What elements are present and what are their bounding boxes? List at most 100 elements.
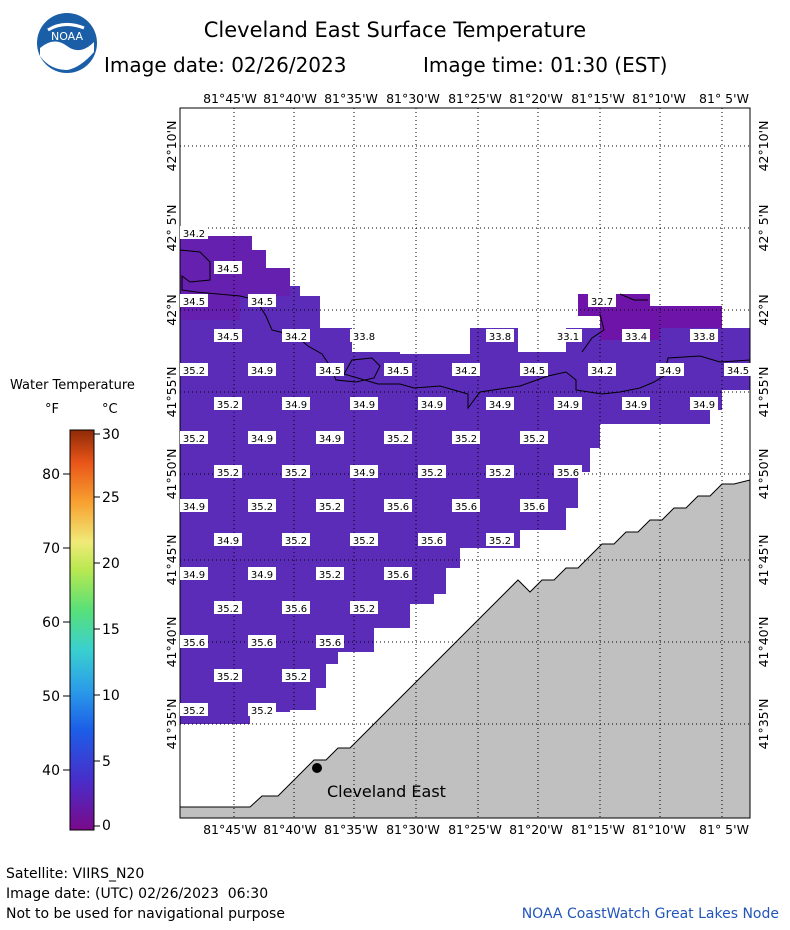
temperature-label: 35.2 [452,431,480,445]
temperature-value: 35.2 [353,536,375,547]
f-tick-label: 50 [42,689,60,705]
temperature-value: 35.2 [183,706,205,717]
temperature-label: 35.2 [248,703,276,717]
temperature-value: 34.5 [387,366,409,377]
temperature-label: 33.4 [622,329,650,343]
temperature-value: 35.2 [217,400,239,411]
temperature-value: 33.8 [693,332,715,343]
temperature-label: 34.9 [248,431,276,445]
temperature-value: 35.2 [523,434,545,445]
temperature-value: 35.2 [217,604,239,615]
temperature-value: 34.9 [251,570,273,581]
c-ticks [94,433,100,827]
lon-label: 81°45'W [203,91,257,106]
temperature-label: 33.8 [486,329,514,343]
temperature-value: 34.9 [183,502,205,513]
temperature-label: 35.2 [248,499,276,513]
temperature-label: 34.5 [248,294,276,308]
temperature-label: 35.2 [350,533,378,547]
temperature-value: 35.2 [421,468,443,479]
c-tick-label: 15 [102,622,120,638]
temperature-value: 34.9 [353,468,375,479]
temperature-value: 35.2 [183,366,205,377]
temperature-value: 35.6 [421,536,443,547]
temperature-value: 34.9 [693,400,715,411]
map-frame [179,107,751,819]
image-date: Image date: 02/26/2023 [104,53,347,77]
f-ticks [63,473,70,771]
temperature-value: 35.6 [557,468,579,479]
temperature-label: 35.2 [282,533,310,547]
temperature-value: 34.9 [217,536,239,547]
lon-labels-top: 81°45'W 81°40'W 81°35'W 81°30'W 81°25'W … [203,91,749,106]
temperature-label: 35.6 [554,465,582,479]
satellite-info: Satellite: VIIRS_N20 [6,866,145,882]
c-tick-label: 5 [102,754,111,770]
temperature-label: 35.2 [316,499,344,513]
lon-label: 81° 5'W [699,91,749,106]
temperature-label: 35.2 [180,363,208,377]
temperature-value: 35.2 [285,672,307,683]
temperature-value: 35.2 [489,536,511,547]
temperature-value: 35.6 [319,638,341,649]
lat-label: 41°50'N [164,449,179,500]
lon-label: 81° 5'W [699,822,749,837]
lon-label: 81°40'W [263,822,317,837]
lat-label: 41°50'N [756,449,771,500]
temperature-label: 34.9 [180,567,208,581]
temperature-value: 34.9 [557,400,579,411]
temperature-value: 35.2 [251,706,273,717]
temperature-value: 34.9 [285,400,307,411]
temperature-labels: 34.2 34.5 34.5 34.5 32.7 34.5 34.2 33.8 33.8 33.1… [180,226,752,717]
f-tick-label: 40 [42,763,60,779]
temperature-label: 34.9 [554,397,582,411]
temperature-value: 34.5 [217,332,239,343]
temperature-label: 35.6 [418,533,446,547]
lat-label: 42°N [756,294,771,326]
temperature-label: 34.9 [282,397,310,411]
temperature-value: 35.2 [319,502,341,513]
temperature-label: 35.6 [384,567,412,581]
lon-label: 81°25'W [448,91,502,106]
temperature-label: 35.6 [452,499,480,513]
legend-unit-f: °F [45,402,59,417]
temperature-label: 35.2 [214,397,242,411]
temperature-value: 35.2 [387,434,409,445]
lat-label: 41°40'N [756,617,771,668]
lat-labels-left: 42°10'N 42° 5'N 42°N 41°55'N 41°50'N 41°… [164,121,179,750]
temperature-value: 35.2 [319,570,341,581]
temperature-label: 34.9 [690,397,718,411]
temperature-label: 34.5 [180,294,208,308]
lon-label: 81°35'W [324,822,378,837]
lon-label: 81°20'W [509,91,563,106]
temperature-value: 34.5 [251,297,273,308]
temperature-value: 34.5 [727,366,749,377]
temperature-value: 35.2 [251,502,273,513]
f-tick-label: 70 [42,541,60,557]
temperature-label: 35.6 [180,635,208,649]
c-tick-labels: 30 25 20 15 10 5 0 [102,427,120,834]
f-tick-labels: 80 70 60 50 40 [42,467,60,779]
lat-label: 41°45'N [164,535,179,586]
temperature-label: 34.2 [588,363,616,377]
temperature-value: 35.6 [285,604,307,615]
temperature-label: 35.2 [384,431,412,445]
lat-label: 41°55'N [164,367,179,418]
lon-label: 81°20'W [509,822,563,837]
temperature-label: 35.2 [486,533,514,547]
lat-label: 41°40'N [164,617,179,668]
temperature-value: 34.5 [183,297,205,308]
lat-labels-right: 42°10'N 42° 5'N 42°N 41°55'N 41°50'N 41°… [756,121,771,750]
temperature-label: 34.5 [724,363,752,377]
image-time: Image time: 01:30 (EST) [423,53,668,77]
temperature-label: 35.6 [384,499,412,513]
lon-label: 81°45'W [203,822,257,837]
temperature-value: 34.9 [319,434,341,445]
temperature-value: 35.6 [387,502,409,513]
temperature-label: 32.7 [588,294,616,308]
legend-unit-c: °C [102,402,118,417]
temperature-label: 34.9 [248,363,276,377]
temperature-label: 35.6 [248,635,276,649]
f-tick-label: 60 [42,615,60,631]
